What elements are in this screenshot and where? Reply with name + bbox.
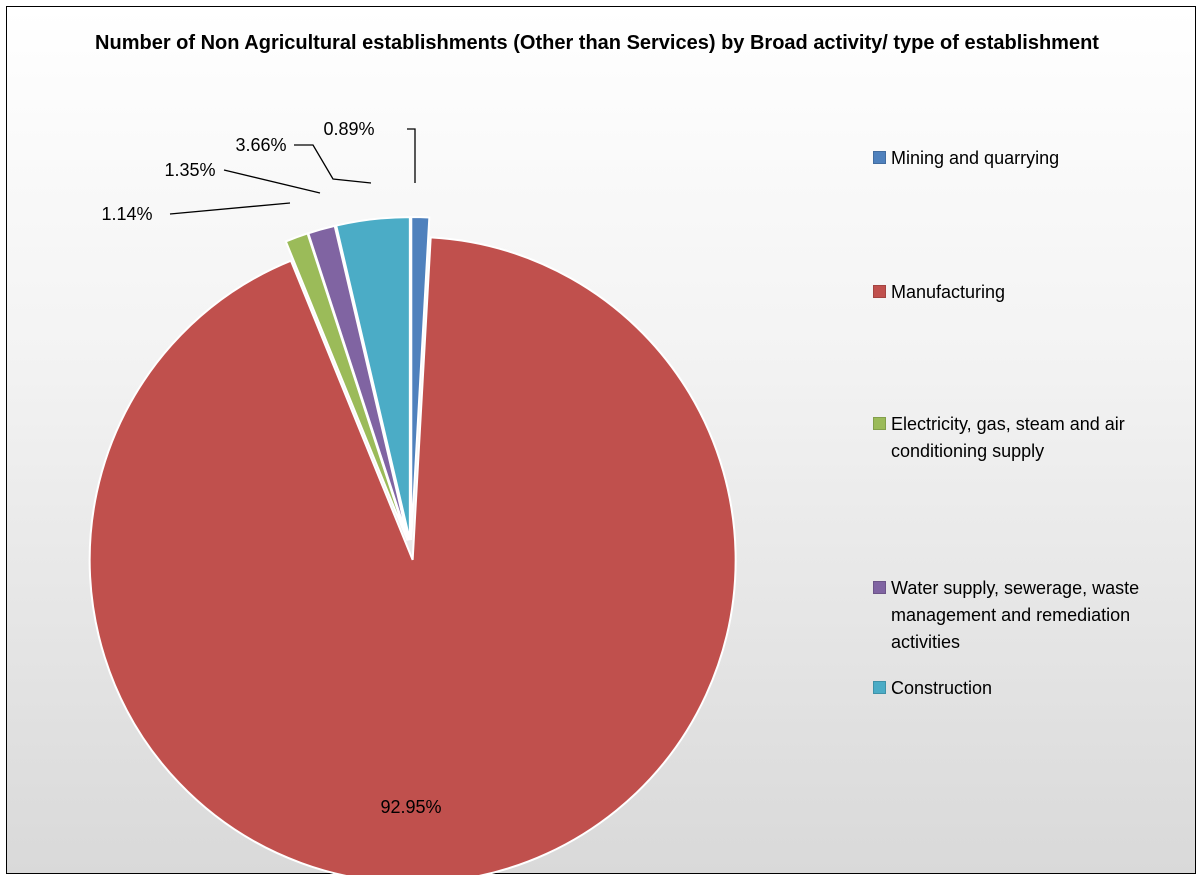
legend-label: Construction xyxy=(891,678,993,698)
leader-line xyxy=(169,202,291,215)
legend-swatch xyxy=(873,151,886,164)
chart-title: Number of Non Agricultural establishment… xyxy=(95,32,1099,54)
pie-slice-mining-and-quarrying xyxy=(410,216,431,541)
pie-slice-manufacturing xyxy=(88,236,737,875)
pie-slice-water-supply-sewerage-waste-management-and-remediation-activities xyxy=(307,224,410,541)
data-label: 1.35% xyxy=(164,160,215,180)
data-label: 1.14% xyxy=(101,204,152,224)
legend-item: Manufacturing xyxy=(873,279,1193,306)
legend-label: Manufacturing xyxy=(891,282,1006,302)
leader-line xyxy=(294,144,372,184)
legend-label: Electricity, gas, steam and air conditio… xyxy=(891,414,1125,461)
legend-item: Mining and quarrying xyxy=(873,145,1193,172)
legend-swatch xyxy=(873,581,886,594)
legend-item: Water supply, sewerage, waste management… xyxy=(873,575,1193,656)
leader-line xyxy=(407,128,416,183)
leader-line xyxy=(223,169,321,194)
legend-label: Mining and quarrying xyxy=(891,148,1060,168)
legend-swatch xyxy=(873,285,886,298)
legend-swatch xyxy=(873,417,886,430)
data-label: 92.95% xyxy=(380,797,441,817)
data-label: 3.66% xyxy=(235,135,286,155)
legend-swatch xyxy=(873,681,886,694)
legend-item: Construction xyxy=(873,675,1193,702)
data-label: 0.89% xyxy=(323,119,374,139)
legend-item: Electricity, gas, steam and air conditio… xyxy=(873,411,1193,465)
pie-slice-construction xyxy=(335,216,411,541)
pie-chart: 0.89% 92.95% 1.14% 1.35% 3.66% xyxy=(88,119,737,875)
chart-frame: 0.89% 92.95% 1.14% 1.35% 3.66% Number of Non… xyxy=(6,6,1196,875)
legend-label: Water supply, sewerage, waste management… xyxy=(891,578,1140,652)
